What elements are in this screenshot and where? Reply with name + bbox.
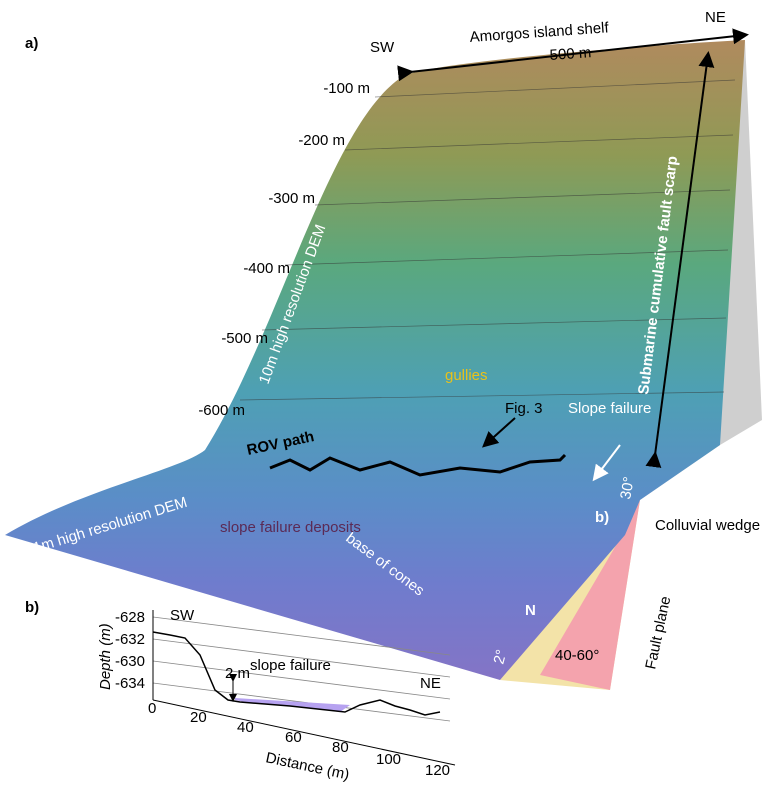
grid [152,616,451,722]
ne: NE [420,675,441,692]
x-tick: 0 [148,700,156,717]
x-tick: 80 [332,739,349,756]
sw: SW [170,607,195,624]
scale: 500 m [549,44,592,64]
panel-label: b) [25,599,39,616]
wedge: Colluvial wedge [655,517,760,534]
depth-labels: -100 m -200 m -300 m -400 m -500 m -600 … [198,80,370,419]
panel-label: a) [25,35,38,52]
sw: SW [370,39,395,56]
x-tick: 60 [285,729,302,746]
step: 2 m [225,665,250,682]
scale-arrow [397,28,749,82]
fault-angle: 40-60° [555,647,599,664]
x-tick: 40 [237,719,254,736]
depth: -100 m [323,80,370,97]
profile [152,631,441,716]
x-axis [152,699,456,766]
x-tick: 20 [190,709,207,726]
failure-fill [235,698,350,712]
y-tick: -634 [115,675,145,692]
x-tick: 100 [376,751,401,768]
fault: Fault plane [642,595,674,671]
y-tick: -632 [115,631,145,648]
deposits-text: slope failure deposits [220,519,361,536]
y-tick: -630 [115,653,145,670]
depth: -500 m [221,330,268,347]
ne: NE [705,9,726,26]
scarp-arrow [645,51,715,468]
x-tick: 120 [425,762,450,779]
deposits: slope failure deposits [220,519,361,536]
angle2: 2° [490,648,510,666]
fig3-arrow [482,417,516,448]
y-tick: -628 [115,609,145,626]
depth: -600 m [198,402,245,419]
rov-path [269,453,567,477]
gullies: gullies [445,367,488,384]
north: N [525,602,536,619]
profile-marker: b) [595,509,609,526]
depth: -200 m [298,132,345,149]
depth: -400 m [243,260,290,277]
depth: -300 m [268,190,315,207]
panel-b: b) SW NE 2 m slope failure Depth (m) -62… [25,599,456,784]
slope-failure: Slope failure [568,400,651,417]
y-label: Depth (m) [97,623,114,690]
slope-arrow [592,444,621,482]
failure: slope failure [250,657,331,674]
angle30: 30° [617,475,638,500]
shelf: Amorgos island shelf [469,19,610,46]
fig3: Fig. 3 [505,400,543,417]
